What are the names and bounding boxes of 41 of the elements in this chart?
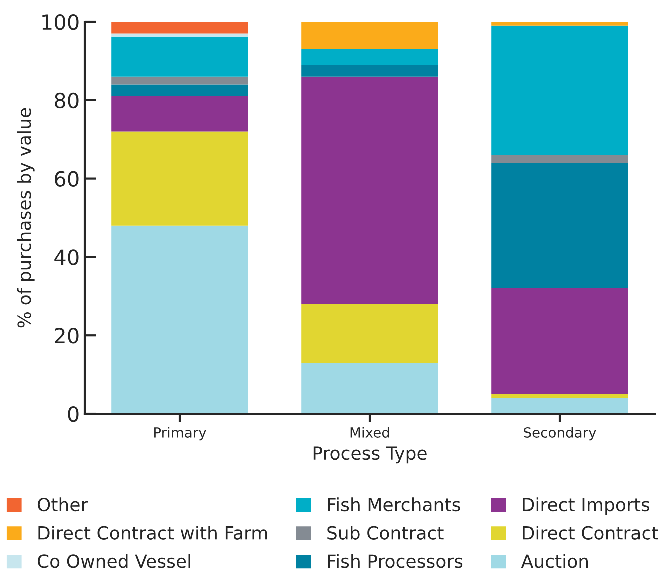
y-axis-title: % of purchases by value [17, 108, 35, 328]
legend-label: Co Owned Vessel [38, 554, 190, 568]
legend-label: Fish Processors [328, 554, 463, 568]
legend-label: Direct Contract [523, 526, 658, 540]
bar [492, 26, 628, 156]
bar [302, 65, 438, 77]
legend-label: Sub Contract [328, 526, 444, 540]
bar [492, 22, 628, 26]
bar [302, 49, 438, 66]
legend-label: Auction [521, 554, 588, 568]
bar [112, 36, 248, 77]
y-tick-label: 60 [55, 171, 79, 188]
y-tick-label: 100 [42, 14, 79, 30]
x-tick-label: Mixed [350, 427, 390, 438]
bar [112, 132, 248, 226]
legend-label: Fish Merchants [328, 498, 460, 512]
x-tick-label: Primary [154, 427, 206, 441]
bar [302, 304, 438, 364]
bar [492, 288, 628, 394]
bar [112, 76, 248, 85]
bar [112, 84, 248, 96]
bar [302, 363, 438, 414]
bar [112, 96, 248, 132]
bar [112, 22, 248, 34]
legend-label: Direct Imports [523, 498, 650, 516]
y-tick-label: 0 [68, 406, 79, 422]
legend-label: Direct Contract with Farm [38, 526, 268, 540]
bar [492, 398, 628, 414]
bar [302, 76, 438, 304]
y-tick-label: 20 [55, 328, 79, 344]
x-axis-title: Process Type [314, 446, 427, 464]
bar [492, 163, 628, 289]
x-tick-label: Secondary [524, 427, 596, 441]
bar [112, 226, 248, 414]
y-tick-label: 80 [55, 92, 79, 109]
bar [302, 22, 438, 50]
bar [492, 155, 628, 164]
bar [492, 394, 628, 398]
y-tick-label: 40 [54, 250, 79, 266]
legend-label: Other [38, 498, 88, 512]
bar [112, 34, 248, 37]
